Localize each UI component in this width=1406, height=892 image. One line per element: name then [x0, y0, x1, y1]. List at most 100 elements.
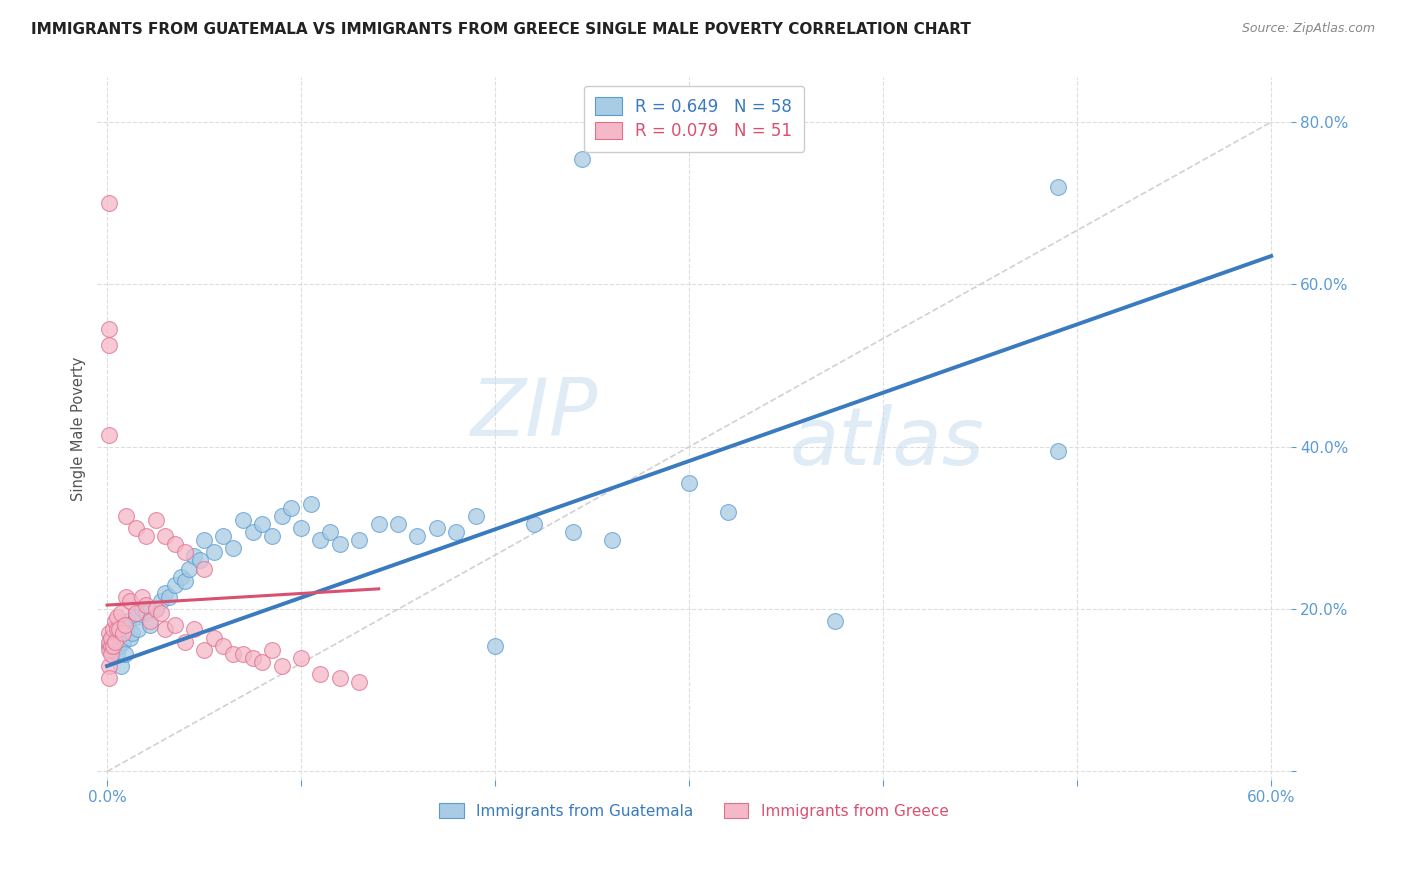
Point: [242, 524, 264, 539]
Point: [163, 618, 186, 632]
Point: [98, 639, 121, 653]
Point: [98, 322, 121, 336]
Point: [523, 516, 546, 531]
Point: [114, 647, 136, 661]
Point: [138, 618, 160, 632]
Point: [127, 623, 149, 637]
Point: [104, 615, 127, 629]
Point: [117, 615, 139, 629]
Point: [484, 639, 506, 653]
Point: [309, 667, 332, 681]
Point: [173, 545, 195, 559]
Point: [571, 152, 593, 166]
Point: [173, 574, 195, 588]
Point: [193, 561, 215, 575]
Point: [183, 549, 205, 564]
Point: [145, 513, 167, 527]
Point: [299, 497, 322, 511]
Point: [98, 427, 121, 442]
Point: [111, 626, 134, 640]
Point: [150, 606, 173, 620]
Point: [98, 642, 121, 657]
Point: [131, 590, 153, 604]
Point: [98, 196, 121, 211]
Point: [242, 650, 264, 665]
Point: [105, 610, 128, 624]
Text: ZIP: ZIP: [471, 376, 599, 453]
Point: [145, 602, 167, 616]
Point: [155, 529, 177, 543]
Point: [121, 626, 143, 640]
Point: [1046, 180, 1069, 194]
Point: [163, 537, 186, 551]
Point: [349, 675, 371, 690]
Point: [125, 610, 148, 624]
Point: [125, 521, 148, 535]
Point: [367, 516, 389, 531]
Point: [426, 521, 449, 535]
Point: [135, 606, 157, 620]
Text: Source: ZipAtlas.com: Source: ZipAtlas.com: [1241, 22, 1375, 36]
Point: [319, 524, 342, 539]
Point: [98, 634, 121, 648]
Point: [309, 533, 332, 548]
Point: [387, 516, 409, 531]
Point: [170, 569, 193, 583]
Point: [717, 505, 740, 519]
Point: [135, 529, 157, 543]
Point: [155, 623, 177, 637]
Point: [232, 513, 254, 527]
Point: [446, 524, 468, 539]
Point: [120, 631, 142, 645]
Point: [177, 561, 200, 575]
Point: [115, 508, 138, 523]
Point: [104, 634, 127, 648]
Point: [270, 508, 292, 523]
Point: [252, 655, 274, 669]
Point: [232, 647, 254, 661]
Point: [260, 529, 283, 543]
Y-axis label: Single Male Poverty: Single Male Poverty: [72, 356, 86, 500]
Point: [163, 578, 186, 592]
Text: IMMIGRANTS FROM GUATEMALA VS IMMIGRANTS FROM GREECE SINGLE MALE POVERTY CORRELAT: IMMIGRANTS FROM GUATEMALA VS IMMIGRANTS …: [31, 22, 970, 37]
Point: [464, 508, 486, 523]
Point: [114, 618, 136, 632]
Point: [135, 598, 157, 612]
Point: [115, 623, 138, 637]
Point: [110, 659, 132, 673]
Point: [138, 615, 160, 629]
Point: [120, 594, 142, 608]
Point: [349, 533, 371, 548]
Point: [222, 647, 245, 661]
Point: [110, 606, 132, 620]
Point: [107, 639, 129, 653]
Point: [824, 615, 846, 629]
Point: [98, 338, 121, 352]
Point: [100, 631, 122, 645]
Point: [101, 642, 124, 657]
Point: [145, 602, 167, 616]
Point: [173, 634, 195, 648]
Point: [107, 623, 129, 637]
Text: atlas: atlas: [789, 403, 984, 482]
Point: [270, 659, 292, 673]
Point: [193, 642, 215, 657]
Point: [98, 671, 121, 685]
Point: [193, 533, 215, 548]
Point: [329, 537, 352, 551]
Point: [1046, 443, 1069, 458]
Point: [202, 545, 225, 559]
Point: [202, 631, 225, 645]
Point: [101, 639, 124, 653]
Point: [100, 639, 122, 653]
Point: [260, 642, 283, 657]
Point: [100, 631, 122, 645]
Point: [98, 659, 121, 673]
Point: [290, 521, 312, 535]
Point: [111, 634, 134, 648]
Point: [252, 516, 274, 531]
Point: [561, 524, 583, 539]
Point: [600, 533, 623, 548]
Point: [131, 602, 153, 616]
Point: [105, 623, 128, 637]
